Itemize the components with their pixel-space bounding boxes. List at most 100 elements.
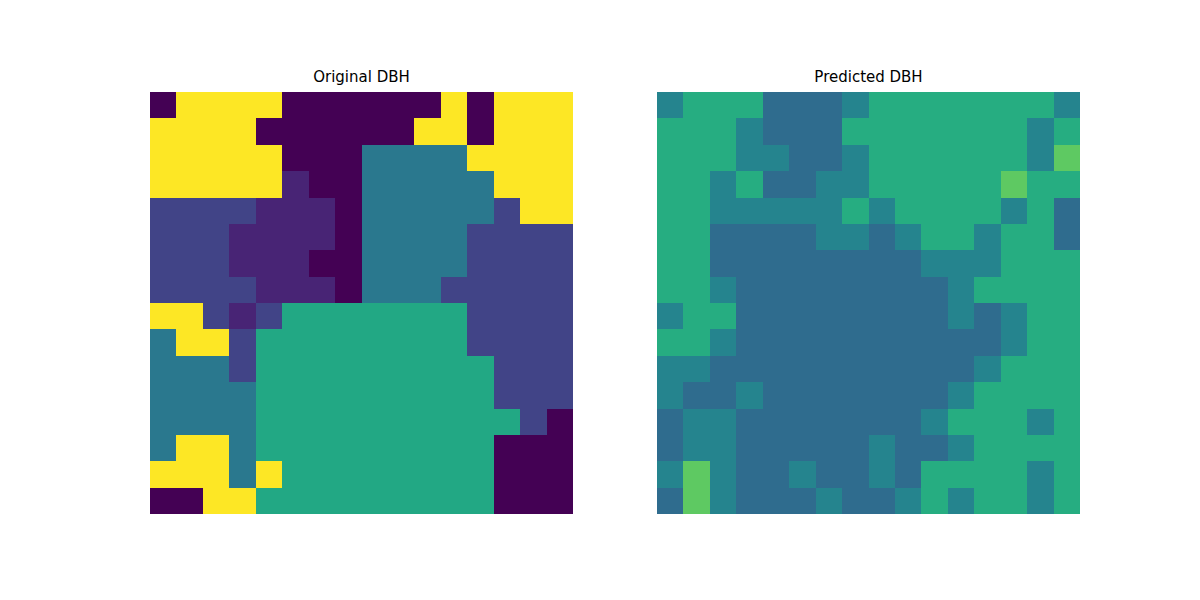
heatmap-cell (842, 303, 869, 330)
heatmap-cell (335, 382, 362, 409)
heatmap-cell (520, 198, 547, 225)
heatmap-cell (203, 329, 230, 356)
heatmap-cell (335, 303, 362, 330)
heatmap-cell (335, 409, 362, 436)
heatmap-cell (362, 488, 389, 514)
heatmap-cell (441, 145, 468, 172)
heatmap-cell (763, 145, 790, 172)
heatmap-cell (974, 382, 1001, 409)
heatmap-cell (789, 92, 816, 119)
heatmap-cell (335, 145, 362, 172)
heatmap-cell (710, 198, 737, 225)
heatmap-cell (467, 250, 494, 277)
heatmap-cell (1001, 435, 1028, 462)
heatmap-cell (441, 277, 468, 304)
heatmap-cell (895, 250, 922, 277)
heatmap-cell (921, 356, 948, 383)
heatmap-cell (921, 250, 948, 277)
heatmap-cell (203, 198, 230, 225)
heatmap-cell (948, 329, 975, 356)
heatmap-cell (1027, 488, 1054, 514)
heatmap-cell (494, 198, 521, 225)
heatmap-cell (816, 92, 843, 119)
heatmap-cell (842, 329, 869, 356)
heatmap-cell (869, 435, 896, 462)
heatmap-cell (763, 382, 790, 409)
heatmap-cell (362, 145, 389, 172)
heatmap-cell (816, 356, 843, 383)
background (0, 0, 1200, 600)
heatmap-cell (921, 329, 948, 356)
heatmap-cell (657, 92, 684, 119)
heatmap-cell (763, 92, 790, 119)
heatmap-cell (414, 409, 441, 436)
heatmap-cell (467, 171, 494, 198)
heatmap-cell (547, 118, 573, 145)
heatmap-cell (869, 118, 896, 145)
heatmap-cell (176, 435, 203, 462)
heatmap-cell (974, 145, 1001, 172)
heatmap-cell (869, 356, 896, 383)
heatmap-cell (414, 224, 441, 251)
heatmap-cell (816, 224, 843, 251)
heatmap-cell (520, 303, 547, 330)
heatmap-cell (842, 488, 869, 514)
heatmap-cell (256, 118, 283, 145)
heatmap-cell (176, 329, 203, 356)
heatmap-cell (309, 382, 336, 409)
heatmap-cell (229, 382, 256, 409)
heatmap-cell (414, 329, 441, 356)
heatmap-cell (921, 435, 948, 462)
heatmap-cell (150, 250, 177, 277)
heatmap-cell (335, 277, 362, 304)
heatmap-cell (869, 224, 896, 251)
heatmap-cell (335, 92, 362, 119)
heatmap-cell (974, 356, 1001, 383)
heatmap-cell (229, 171, 256, 198)
heatmap-cell (763, 461, 790, 488)
heatmap-cell (921, 92, 948, 119)
heatmap-cell (309, 118, 336, 145)
heatmap-cell (1027, 461, 1054, 488)
heatmap-cell (256, 277, 283, 304)
heatmap-cell (150, 435, 177, 462)
heatmap-cell (895, 277, 922, 304)
heatmap-cell (869, 409, 896, 436)
heatmap-cell (657, 329, 684, 356)
heatmap-cell (869, 329, 896, 356)
heatmap-cell (974, 329, 1001, 356)
heatmap-cell (467, 409, 494, 436)
heatmap-cell (657, 171, 684, 198)
heatmap-cell (150, 488, 177, 514)
heatmap-cell (948, 277, 975, 304)
heatmap-cell (203, 382, 230, 409)
heatmap-cell (842, 356, 869, 383)
heatmap-cell (683, 382, 710, 409)
heatmap-cell (309, 277, 336, 304)
heatmap-cell (657, 277, 684, 304)
heatmap-cell (256, 409, 283, 436)
heatmap-cell (657, 409, 684, 436)
heatmap-cell (948, 92, 975, 119)
heatmap-cell (921, 277, 948, 304)
heatmap-cell (657, 118, 684, 145)
heatmap-cell (309, 409, 336, 436)
heatmap-cell (441, 435, 468, 462)
heatmap-cell (150, 277, 177, 304)
heatmap-cell (974, 224, 1001, 251)
heatmap-cell (282, 382, 309, 409)
heatmap-cell (1001, 198, 1028, 225)
heatmap-cell (176, 277, 203, 304)
heatmap-cell (467, 382, 494, 409)
heatmap-cell (203, 92, 230, 119)
heatmap-cell (948, 118, 975, 145)
heatmap-cell (229, 435, 256, 462)
heatmap-cell (494, 329, 521, 356)
heatmap-cells (657, 92, 1080, 514)
heatmap-cell (816, 145, 843, 172)
heatmap-cell (520, 171, 547, 198)
heatmap-cell (710, 488, 737, 514)
heatmap-cell (467, 303, 494, 330)
heatmap-cell (362, 277, 389, 304)
heatmap-cell (657, 250, 684, 277)
